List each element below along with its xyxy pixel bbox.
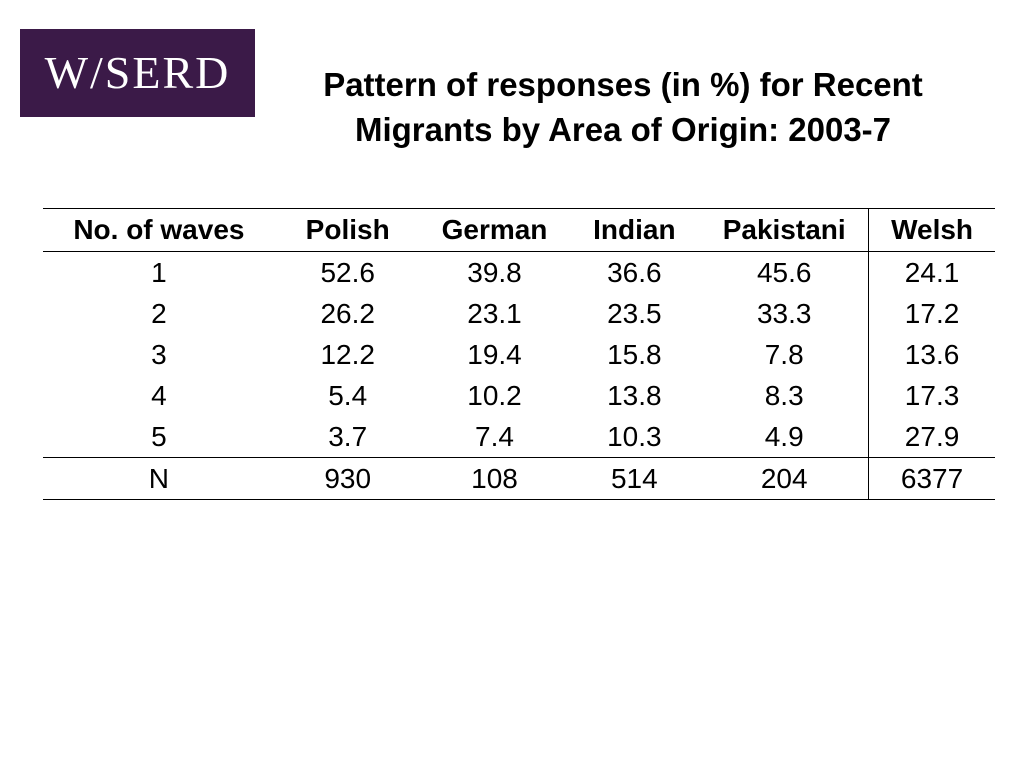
table-cell: 4.9 [764,421,804,452]
logo-text: W/SERD [44,47,231,98]
table-row: 4 5.4 10.2 13.8 8.3 17.3 [43,375,995,416]
table-cell: 7.8 [764,339,804,370]
table-cell: 10.2 [467,380,522,411]
table-row: 3 12.2 19.4 15.8 7.8 13.6 [43,334,995,375]
table-cell: 24.1 [868,251,995,293]
table-cell: 7.4 [475,421,514,452]
table-cell: 17.2 [868,293,995,334]
table-cell: 12.2 [320,339,375,370]
header-cell: German [420,208,569,252]
title-line-2: Migrants by Area of Origin: 2003-7 [354,111,892,148]
table-cell: N [43,457,275,500]
header-cell: Indian [568,208,701,252]
header-cell: No. of waves [43,208,275,252]
table-cell: 17.3 [868,375,995,416]
table-cell: 204 [700,457,869,500]
table-cell: 930 [274,457,421,500]
table-cell: 45.6 [756,257,812,288]
responses-table: No. of waves Polish German Indian Pakist… [43,208,995,500]
wiserd-logo: W/SERD [20,29,255,117]
table-cell: 2 [151,298,167,329]
table-cell: 19.4 [467,339,522,370]
table-cell: 52.6 [320,257,375,288]
table-cell: 33.3 [756,298,812,329]
table-cell: 6377 [868,457,995,500]
table-row: 2 26.2 23.1 23.5 33.3 17.2 [43,293,995,334]
table-cell: 3.7 [328,421,368,452]
slide-title: Pattern of responses (in %) for Recent M… [258,62,988,152]
table-cell: 10.3 [607,421,662,452]
table-cell: 23.1 [467,298,522,329]
table-cell: 27.9 [868,416,995,458]
table-total-row: N 930 108 514 204 6377 [43,457,995,500]
table-row: 5 3.7 7.4 10.3 4.9 27.9 [43,416,995,458]
table-cell: 1 [151,257,167,288]
table-row: 1 52.6 39.8 36.6 45.6 24.1 [43,251,995,293]
table-cell: 39.8 [467,257,522,288]
table-cell: 13.6 [868,334,995,375]
table-cell: 3 [151,339,167,370]
header-cell: Welsh [868,208,995,252]
header-cell: Pakistani [700,208,869,252]
table-header-row: No. of waves Polish German Indian Pakist… [43,208,995,252]
table-cell: 23.5 [607,298,662,329]
table-cell: 4 [151,380,167,411]
table-cell: 15.8 [607,339,662,370]
title-line-1: Pattern of responses (in %) for Recent [323,66,923,103]
table-cell: 13.8 [607,380,662,411]
header-cell: Polish [274,208,421,252]
table-cell: 514 [568,457,701,500]
table-cell: 108 [420,457,569,500]
table-cell: 26.2 [320,298,375,329]
table-cell: 5 [151,421,167,452]
table-cell: 8.3 [764,380,804,411]
table-cell: 36.6 [607,257,662,288]
table-cell: 5.4 [328,380,368,411]
